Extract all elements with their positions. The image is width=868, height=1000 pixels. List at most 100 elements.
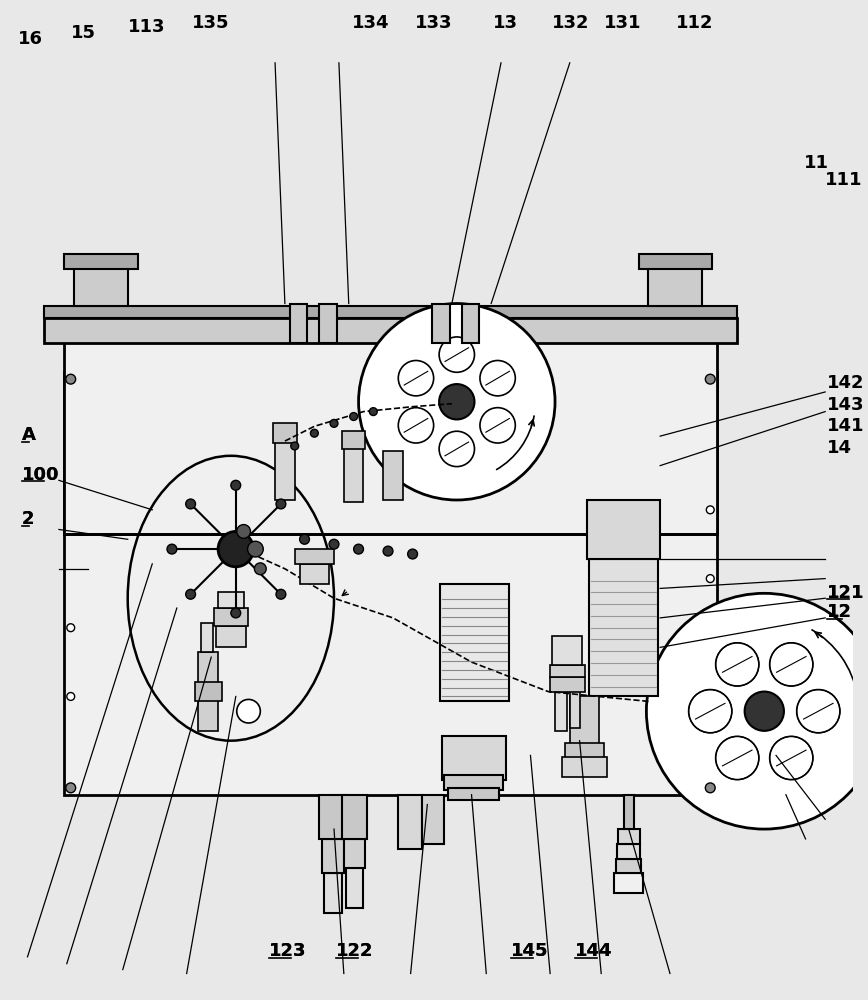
- Bar: [344, 448, 364, 502]
- Circle shape: [254, 563, 266, 575]
- Text: 100: 100: [22, 466, 59, 484]
- Text: 133: 133: [415, 14, 452, 32]
- Circle shape: [715, 736, 759, 780]
- Bar: [562, 757, 607, 777]
- Text: 122: 122: [336, 942, 373, 960]
- Circle shape: [186, 499, 195, 509]
- Bar: [295, 549, 334, 564]
- Text: 131: 131: [604, 14, 641, 32]
- Circle shape: [291, 442, 299, 450]
- Bar: [639, 254, 713, 269]
- Circle shape: [715, 643, 759, 686]
- Circle shape: [707, 575, 714, 583]
- Text: 134: 134: [352, 14, 389, 32]
- Bar: [423, 795, 444, 844]
- Bar: [322, 839, 344, 873]
- Text: 144: 144: [575, 942, 612, 960]
- Circle shape: [353, 544, 364, 554]
- Circle shape: [66, 783, 76, 793]
- Text: 121: 121: [827, 584, 865, 602]
- Bar: [74, 262, 128, 306]
- Bar: [44, 306, 737, 318]
- Bar: [199, 652, 218, 731]
- Bar: [344, 839, 365, 868]
- Text: 141: 141: [827, 417, 865, 435]
- Circle shape: [66, 374, 76, 384]
- Bar: [462, 304, 479, 343]
- Text: 12: 12: [827, 603, 852, 621]
- Text: 100: 100: [22, 466, 59, 484]
- Circle shape: [439, 337, 475, 372]
- Bar: [44, 318, 737, 343]
- Bar: [589, 559, 658, 696]
- Text: 123: 123: [269, 942, 306, 960]
- Circle shape: [688, 690, 732, 733]
- Bar: [550, 665, 584, 677]
- Text: 144: 144: [575, 942, 612, 960]
- Text: 135: 135: [192, 14, 229, 32]
- Text: 112: 112: [676, 14, 713, 32]
- Circle shape: [247, 541, 263, 557]
- Circle shape: [439, 384, 475, 419]
- Circle shape: [231, 480, 240, 490]
- Text: 12: 12: [827, 603, 852, 621]
- Text: A: A: [22, 426, 36, 444]
- Circle shape: [167, 544, 177, 554]
- Circle shape: [408, 549, 418, 559]
- Bar: [64, 338, 717, 534]
- Bar: [342, 795, 367, 839]
- Text: 142: 142: [827, 374, 865, 392]
- Circle shape: [797, 690, 840, 733]
- Text: 143: 143: [827, 396, 865, 414]
- Text: 111: 111: [825, 171, 863, 189]
- Text: 123: 123: [269, 942, 306, 960]
- Circle shape: [706, 783, 715, 793]
- Bar: [319, 304, 337, 343]
- Circle shape: [480, 361, 516, 396]
- Text: 121: 121: [827, 584, 865, 602]
- Text: 2: 2: [22, 510, 34, 528]
- Bar: [324, 873, 342, 913]
- Bar: [614, 873, 643, 893]
- Text: 13: 13: [493, 14, 518, 32]
- Bar: [64, 372, 717, 795]
- Bar: [448, 788, 499, 800]
- Bar: [64, 254, 137, 269]
- Circle shape: [231, 608, 240, 618]
- Circle shape: [276, 499, 286, 509]
- Circle shape: [370, 408, 378, 416]
- Bar: [588, 500, 661, 559]
- Circle shape: [330, 419, 338, 427]
- Bar: [273, 423, 297, 443]
- Bar: [569, 696, 599, 746]
- Circle shape: [706, 374, 715, 384]
- Circle shape: [350, 413, 358, 420]
- Circle shape: [186, 589, 195, 599]
- Text: 122: 122: [336, 942, 373, 960]
- Circle shape: [358, 304, 555, 500]
- Bar: [218, 592, 244, 608]
- Text: 11: 11: [804, 154, 829, 172]
- Circle shape: [67, 624, 75, 632]
- Bar: [555, 692, 567, 731]
- Text: 145: 145: [511, 942, 549, 960]
- Bar: [444, 775, 503, 790]
- Bar: [552, 636, 582, 665]
- Circle shape: [237, 699, 260, 723]
- Text: 2: 2: [22, 510, 34, 528]
- Circle shape: [439, 431, 475, 467]
- Circle shape: [770, 736, 813, 780]
- Text: 113: 113: [128, 18, 165, 36]
- Bar: [345, 868, 364, 908]
- Bar: [383, 451, 403, 500]
- Bar: [565, 743, 604, 760]
- Bar: [569, 691, 580, 728]
- Bar: [550, 677, 584, 692]
- Bar: [617, 844, 641, 859]
- Bar: [342, 431, 365, 449]
- Bar: [216, 626, 246, 647]
- Circle shape: [67, 693, 75, 700]
- Circle shape: [480, 408, 516, 443]
- Bar: [299, 564, 329, 584]
- Bar: [618, 829, 640, 844]
